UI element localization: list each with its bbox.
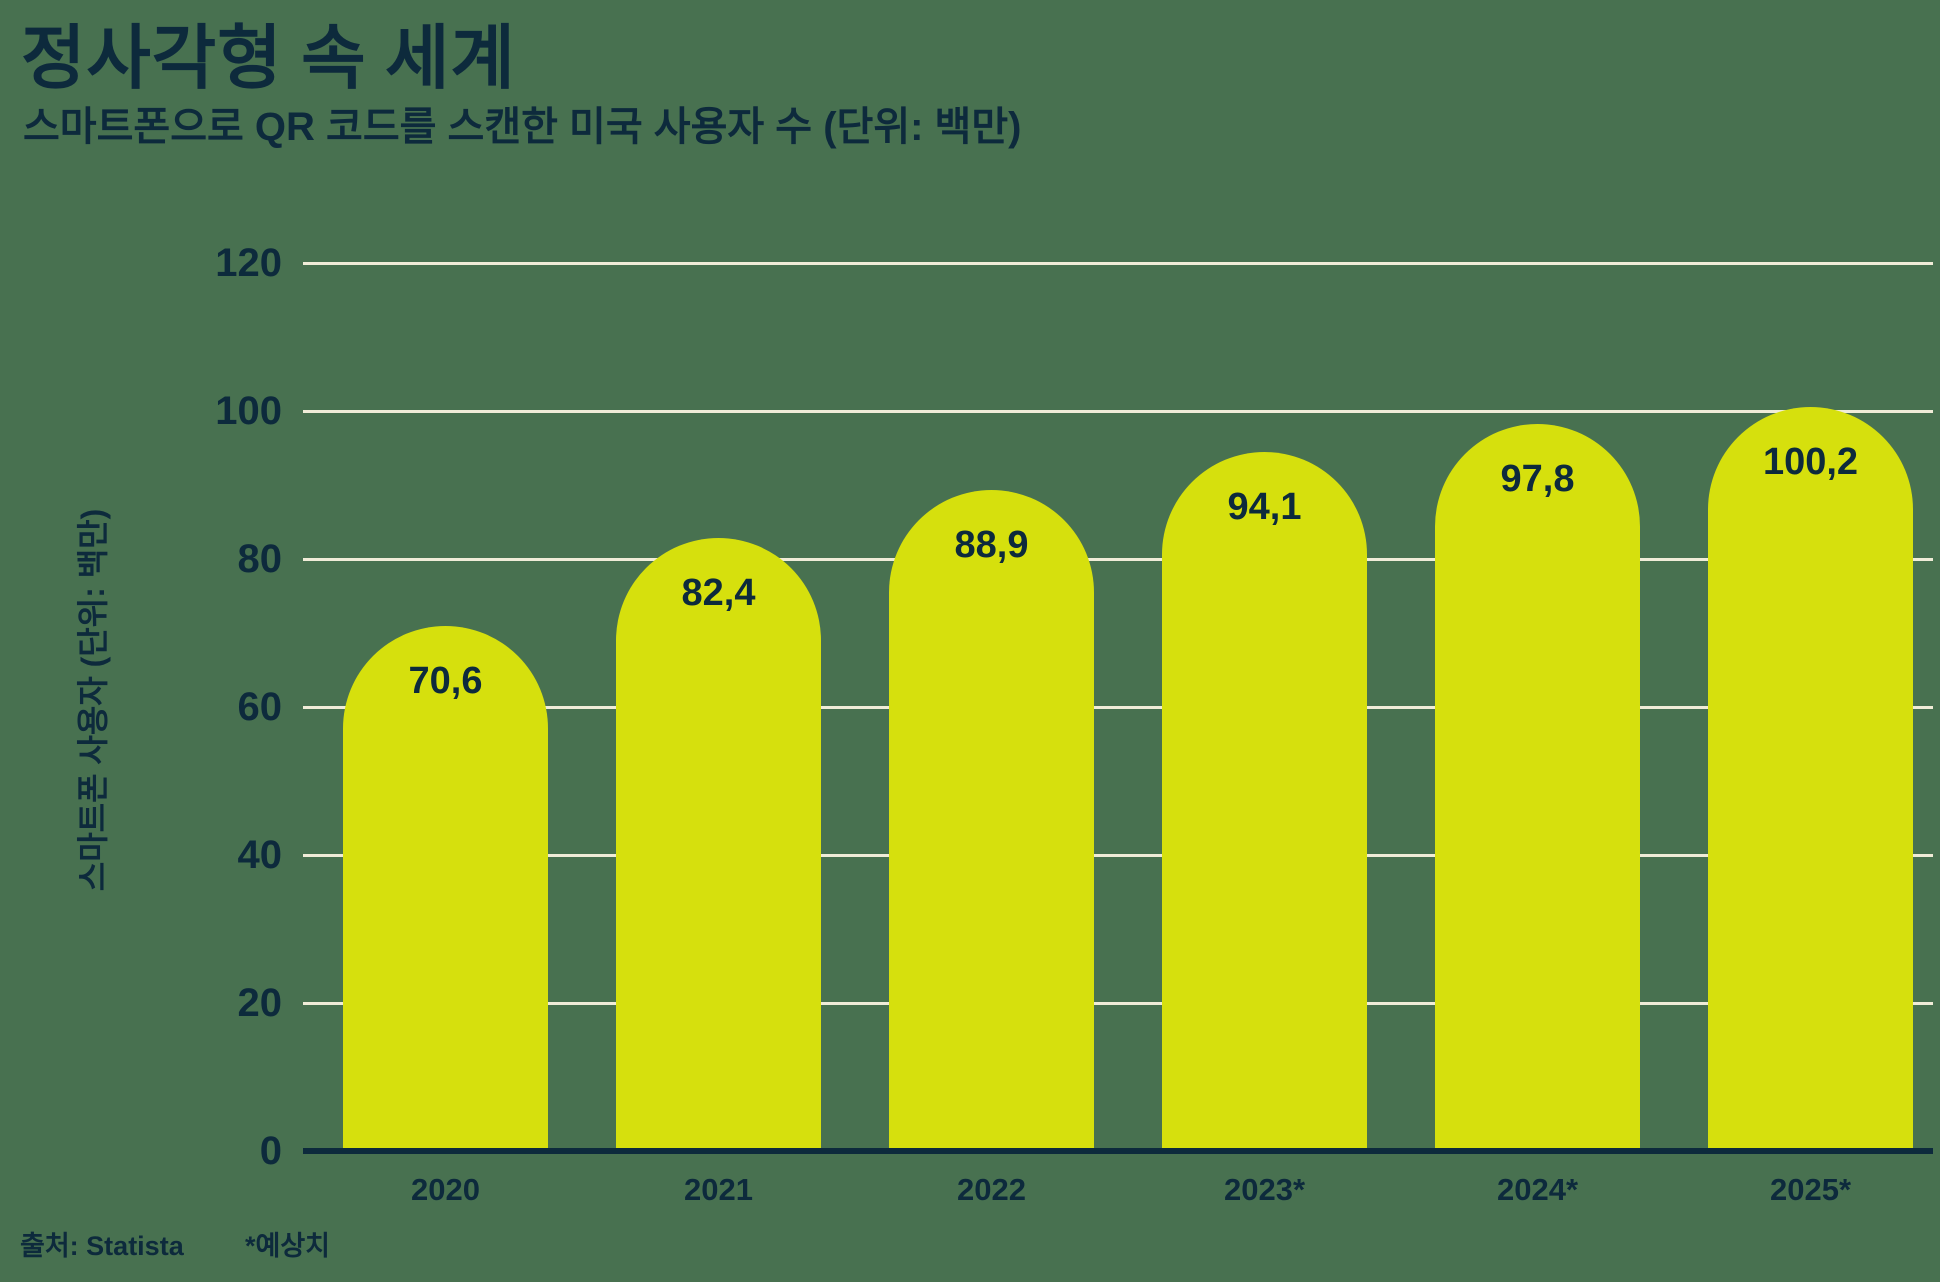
gridline-40 (303, 854, 1933, 857)
gridline-80 (303, 558, 1933, 561)
chart-title: 정사각형 속 세계 (21, 21, 516, 98)
bar-value-label-2022: 88,9 (954, 524, 1029, 566)
y-tick-label-80: 80 (237, 537, 283, 581)
x-tick-label-2022: 2022 (957, 1172, 1026, 1207)
x-tick-label-2024: 2024* (1496, 1172, 1579, 1207)
bar-2023: 94,1 (1162, 452, 1367, 1148)
y-tick-label-20: 20 (237, 981, 283, 1025)
bar-2024: 97,8 (1435, 424, 1640, 1148)
bar-value-label-2025: 100,2 (1762, 441, 1859, 483)
bar-value-label-2023: 94,1 (1227, 486, 1302, 528)
bar-value-label-2020: 70,6 (408, 660, 483, 702)
y-tick-label-60: 60 (237, 685, 283, 729)
bar-2020: 70,6 (343, 626, 548, 1148)
footnote-text: *예상치 (245, 1231, 331, 1261)
bar-2025: 100,2 (1708, 407, 1913, 1148)
x-tick-label-2020: 2020 (411, 1172, 480, 1207)
gridline-100 (303, 410, 1933, 413)
source-text: 출처: Statista (20, 1231, 184, 1261)
y-tick-label-100: 100 (215, 389, 282, 433)
y-axis-title: 스마트폰 사용자 (단위: 백만) (75, 508, 111, 892)
x-axis-line (303, 1148, 1933, 1154)
y-tick-label-120: 120 (215, 241, 282, 285)
bar-2021: 82,4 (616, 538, 821, 1148)
x-tick-label-2023: 2023* (1223, 1172, 1306, 1207)
x-tick-label-2021: 2021 (684, 1172, 753, 1207)
gridline-60 (303, 706, 1933, 709)
y-tick-label-40: 40 (237, 833, 283, 877)
x-tick-label-2025: 2025* (1769, 1172, 1852, 1207)
gridline-20 (303, 1002, 1933, 1005)
chart-subtitle: 스마트폰으로 QR 코드를 스캔한 미국 사용자 수 (단위: 백만) (23, 105, 1022, 149)
y-tick-label-0: 0 (259, 1129, 282, 1173)
gridline-120 (303, 262, 1933, 265)
bar-value-label-2021: 82,4 (681, 572, 756, 614)
bar-value-label-2024: 97,8 (1500, 458, 1575, 500)
bar-2022: 88,9 (889, 490, 1094, 1148)
